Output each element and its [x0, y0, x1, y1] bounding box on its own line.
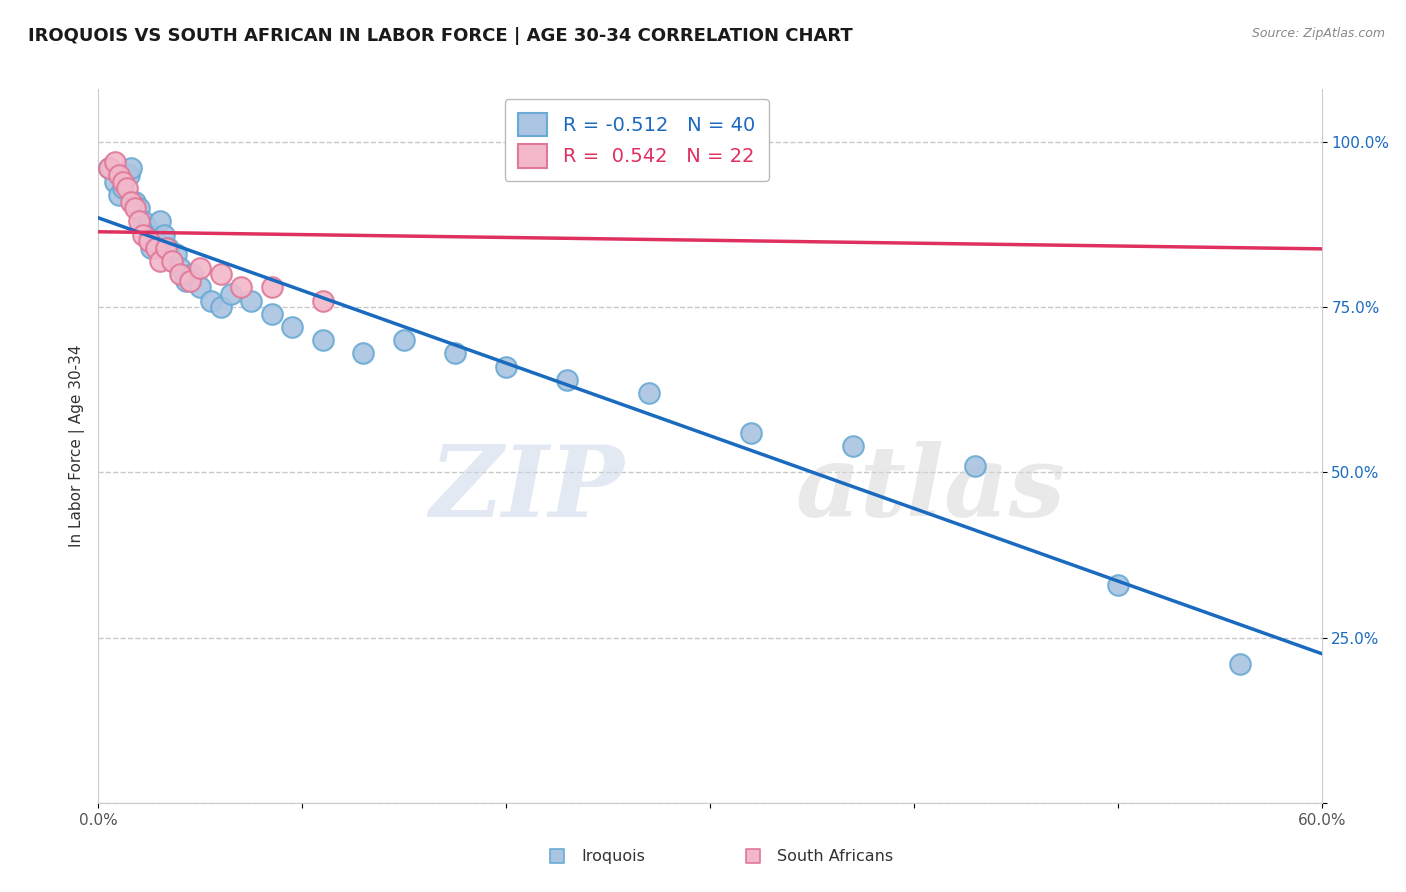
Point [128, 201, 150, 215]
Point [132, 227, 155, 242]
Point [165, 247, 187, 261]
Point [312, 333, 335, 347]
Point [108, 188, 131, 202]
Point [152, 227, 174, 242]
Text: IROQUOIS VS SOUTH AFRICAN IN LABOR FORCE | AGE 30-34 CORRELATION CHART: IROQUOIS VS SOUTH AFRICAN IN LABOR FORCE… [28, 27, 853, 45]
Point [188, 280, 212, 294]
Point [219, 287, 242, 301]
Point [260, 280, 283, 294]
Point [136, 221, 159, 235]
Point [1229, 657, 1251, 671]
Point [97, 161, 120, 176]
Text: atlas: atlas [796, 441, 1066, 537]
Point [111, 175, 134, 189]
Point [149, 214, 172, 228]
Point [240, 293, 263, 308]
Point [209, 300, 232, 314]
Point [444, 346, 467, 360]
Point [169, 267, 191, 281]
Point [132, 214, 155, 228]
Point [637, 386, 661, 401]
Point [179, 274, 201, 288]
Point [104, 154, 127, 169]
Point [145, 241, 167, 255]
Point [108, 168, 131, 182]
Point [181, 267, 204, 281]
Point [740, 425, 762, 440]
Text: South Africans: South Africans [778, 849, 893, 863]
Point [209, 267, 232, 281]
Point [118, 168, 141, 182]
Point [841, 439, 863, 453]
Point [260, 307, 283, 321]
Point [200, 293, 222, 308]
Point [138, 234, 160, 248]
Point [352, 346, 374, 360]
Point [124, 194, 146, 209]
Point [188, 260, 212, 275]
Point [138, 227, 160, 242]
Point [115, 181, 138, 195]
Point [160, 254, 183, 268]
Text: Iroquois: Iroquois [582, 849, 645, 863]
Text: Source: ZipAtlas.com: Source: ZipAtlas.com [1251, 27, 1385, 40]
Point [149, 254, 172, 268]
Point [111, 181, 134, 195]
Point [555, 373, 579, 387]
Text: ZIP: ZIP [429, 441, 624, 537]
Point [174, 274, 197, 288]
Point [141, 241, 163, 255]
Point [637, 148, 661, 162]
Point [281, 320, 304, 334]
Point [145, 234, 167, 248]
Point [104, 175, 127, 189]
Point [392, 333, 416, 347]
Legend: R = -0.512   N = 40, R =  0.542   N = 22: R = -0.512 N = 40, R = 0.542 N = 22 [505, 99, 769, 181]
Point [1178, 846, 1201, 860]
Point [1107, 578, 1129, 592]
Point [965, 458, 987, 473]
Point [128, 214, 150, 228]
Point [124, 201, 146, 215]
Point [120, 161, 142, 176]
Point [156, 241, 179, 255]
Point [160, 254, 183, 268]
Point [231, 280, 253, 294]
Y-axis label: In Labor Force | Age 30-34: In Labor Force | Age 30-34 [69, 344, 84, 548]
Point [155, 241, 177, 255]
Point [97, 161, 120, 176]
Point [169, 260, 191, 275]
Point [495, 359, 517, 374]
Point [120, 194, 142, 209]
Point [312, 293, 335, 308]
Point [852, 846, 875, 860]
